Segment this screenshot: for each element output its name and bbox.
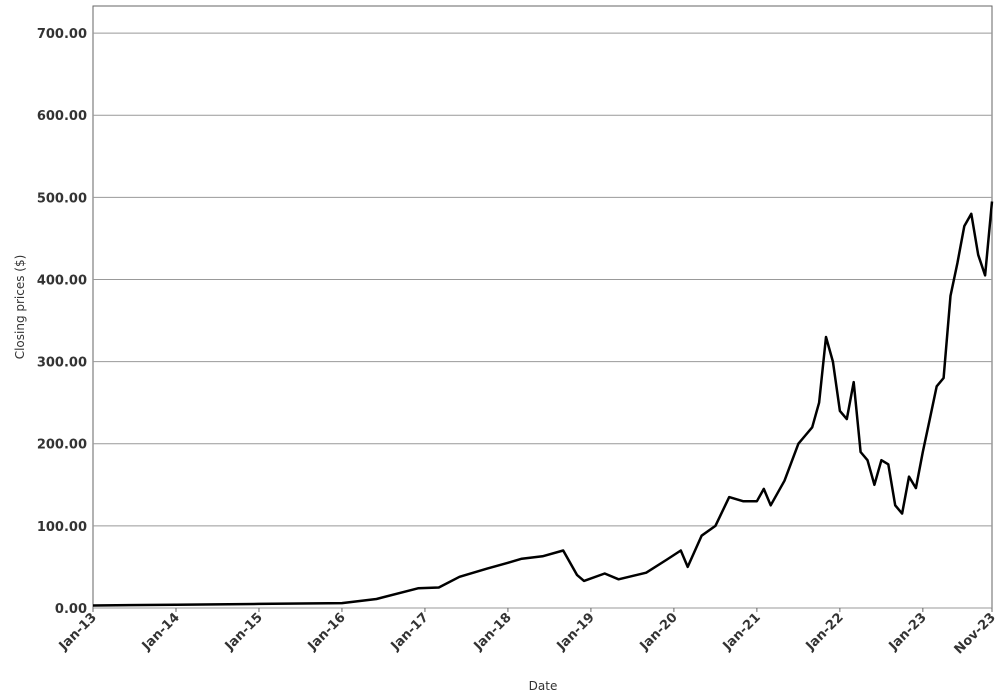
- y-tick-label: 0.00: [55, 602, 87, 617]
- y-tick-label: 500.00: [37, 191, 87, 206]
- plot-frame: [92, 5, 993, 609]
- y-tick-label: 600.00: [37, 109, 87, 124]
- x-axis-title: Date: [529, 679, 558, 693]
- x-tick-label: Nov-23: [952, 610, 999, 657]
- price-line: [92, 201, 994, 607]
- y-tick-label: 300.00: [37, 356, 87, 371]
- x-tick-label: Jan-23: [886, 610, 930, 654]
- x-tick-label: Jan-22: [803, 610, 847, 654]
- x-tick-label: Jan-14: [139, 610, 183, 654]
- x-tick-label: Jan-20: [637, 610, 681, 654]
- x-tick-label: Jan-19: [554, 610, 598, 654]
- x-tick-label: Jan-16: [305, 610, 349, 654]
- y-tick-label: 200.00: [37, 438, 87, 453]
- y-axis-title: Closing prices ($): [13, 255, 27, 360]
- x-tick-label: Jan-15: [222, 610, 266, 654]
- y-tick-label: 700.00: [37, 27, 87, 42]
- y-tick-label: 400.00: [37, 273, 87, 288]
- x-tick-label: Jan-18: [471, 610, 515, 654]
- y-tick-label: 100.00: [37, 520, 87, 535]
- x-tick-label: Jan-21: [720, 610, 764, 654]
- x-tick-label: Jan-17: [388, 610, 432, 654]
